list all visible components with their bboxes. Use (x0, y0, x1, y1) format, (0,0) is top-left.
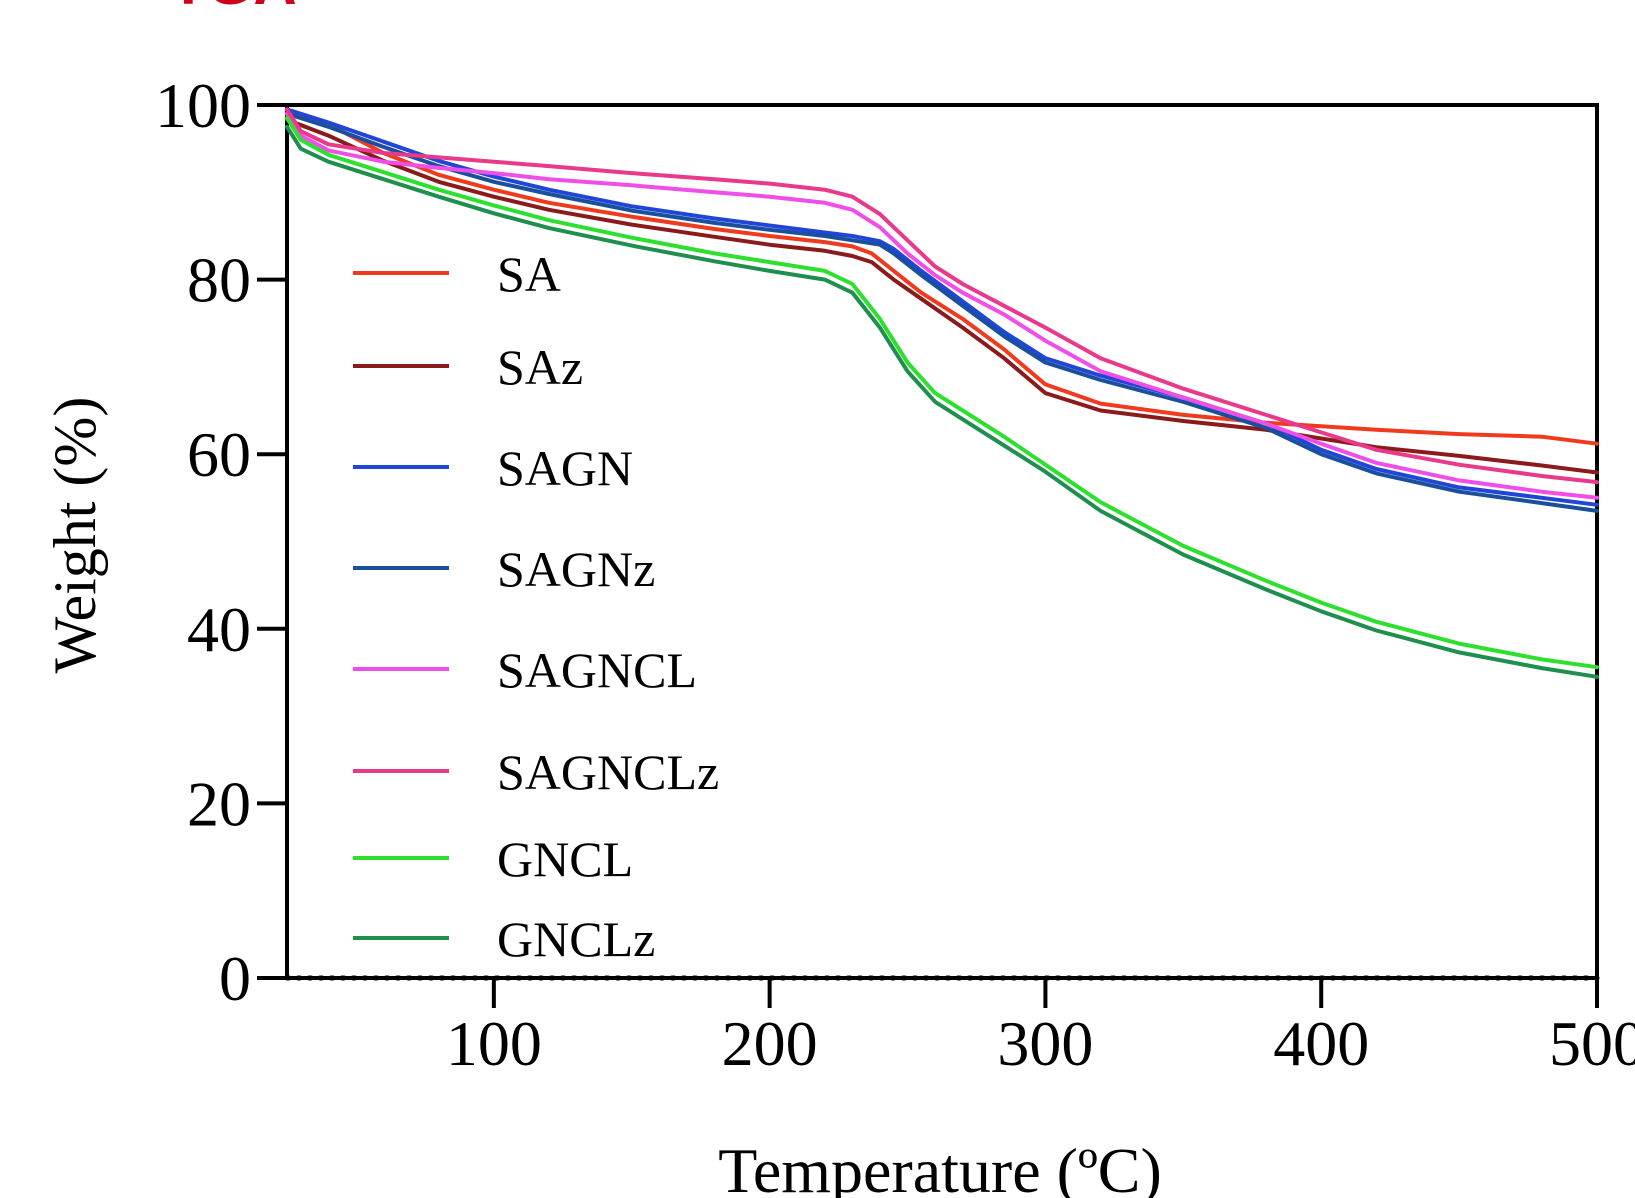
x-tick-label: 100 (446, 1008, 542, 1079)
legend-label: GNCLz (497, 911, 655, 967)
y-tick-label: 0 (219, 943, 251, 1014)
y-tick-label: 40 (187, 594, 251, 665)
y-tick-label: 80 (187, 245, 251, 316)
plot-frame (285, 103, 1599, 980)
series-line-gnclz (285, 124, 1599, 679)
series-lines (285, 107, 1599, 679)
y-tick-label: 100 (155, 70, 251, 141)
legend-label: SAGNCLz (497, 744, 719, 800)
series-line-sagncl (285, 111, 1599, 500)
series-line-saz (285, 117, 1599, 475)
x-tick-label: 400 (1273, 1008, 1369, 1079)
series-line-sagn (285, 107, 1599, 507)
legend-label: SAGNCL (497, 642, 697, 698)
x-axis-label: Temperature (ºC) (718, 1135, 1162, 1198)
y-tick-label: 60 (187, 419, 251, 490)
y-tick-label: 20 (187, 768, 251, 839)
x-tick-label: 200 (722, 1008, 818, 1079)
x-tick-label: 500 (1549, 1008, 1635, 1079)
legend-label: SAGNz (497, 541, 655, 597)
legend: SA SAz SAGN SAGNz SAGNCL SAGNCLz GNCL GNCLz (353, 246, 719, 967)
legend-label: SAz (497, 339, 583, 395)
series-line-sagnclz (285, 107, 1599, 485)
axes: 0 20 40 60 80 100 100 200 300 400 500 (155, 70, 1635, 1079)
legend-label: SA (497, 246, 561, 302)
series-line-gncl (285, 116, 1599, 670)
x-tick-label: 300 (997, 1008, 1093, 1079)
chart-title: TGA (170, 0, 297, 17)
legend-label: GNCL (497, 831, 633, 887)
series-line-sagnz (285, 111, 1599, 513)
legend-label: SAGN (497, 440, 633, 496)
series-line-sa (285, 107, 1599, 446)
y-axis-label: Weight (%) (42, 397, 108, 674)
